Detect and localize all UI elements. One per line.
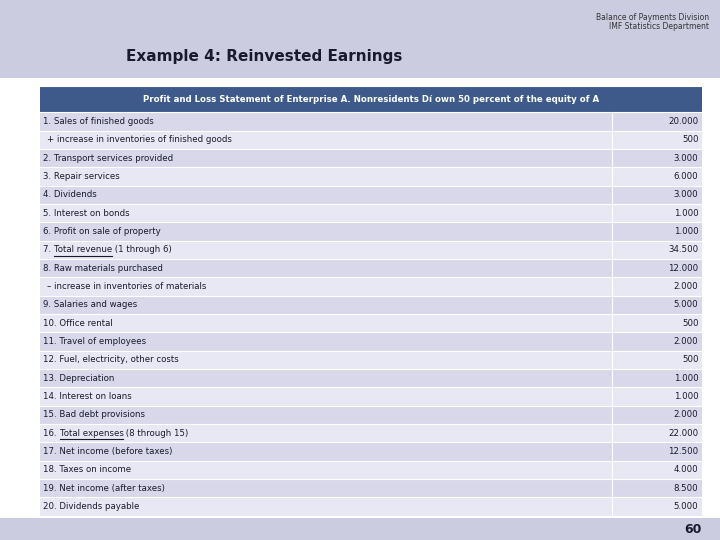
Bar: [59, 30, 91, 49]
Text: 14. Interest on loans: 14. Interest on loans: [43, 392, 132, 401]
Text: 5.000: 5.000: [674, 502, 698, 511]
Text: 3.000: 3.000: [674, 154, 698, 163]
Text: 8.500: 8.500: [674, 484, 698, 492]
Text: 20. Dividends payable: 20. Dividends payable: [43, 502, 140, 511]
Text: 500: 500: [682, 355, 698, 364]
Bar: [89, 39, 108, 55]
Bar: [59, 46, 89, 57]
Bar: [4, 35, 22, 38]
Text: 19. Net income (after taxes): 19. Net income (after taxes): [43, 484, 165, 492]
Bar: [46, 15, 56, 23]
Bar: [28, 2, 40, 19]
Bar: [47, 4, 76, 18]
Text: 12. Fuel, electricity, other costs: 12. Fuel, electricity, other costs: [43, 355, 179, 364]
Bar: [13, 16, 35, 35]
Bar: [6, 12, 34, 32]
Bar: [93, 30, 112, 48]
Text: Total revenue: Total revenue: [54, 245, 112, 254]
Text: + increase in inventories of finished goods: + increase in inventories of finished go…: [47, 136, 232, 144]
Text: 7.: 7.: [43, 245, 54, 254]
Bar: [89, 6, 97, 15]
Bar: [57, 42, 62, 50]
Bar: [59, 4, 66, 19]
Text: 2.000: 2.000: [674, 282, 698, 291]
Text: Total expenses: Total expenses: [60, 429, 123, 438]
Bar: [78, 28, 95, 31]
Text: 11. Travel of employees: 11. Travel of employees: [43, 337, 146, 346]
Text: Balance of Payments Division: Balance of Payments Division: [596, 14, 709, 23]
Bar: [81, 2, 89, 9]
Bar: [30, 10, 55, 24]
Text: 17. Net income (before taxes): 17. Net income (before taxes): [43, 447, 173, 456]
Text: 22.000: 22.000: [668, 429, 698, 438]
Bar: [68, 20, 94, 30]
Text: 3. Repair services: 3. Repair services: [43, 172, 120, 181]
Text: 2.000: 2.000: [674, 410, 698, 420]
Text: – increase in inventories of materials: – increase in inventories of materials: [47, 282, 206, 291]
Text: 9. Salaries and wages: 9. Salaries and wages: [43, 300, 138, 309]
Bar: [71, 30, 81, 47]
Text: 6. Profit on sale of property: 6. Profit on sale of property: [43, 227, 161, 236]
Bar: [42, 40, 62, 52]
Bar: [35, 25, 58, 40]
Text: 16.: 16.: [43, 429, 60, 438]
Text: (8 through 15): (8 through 15): [123, 429, 189, 438]
Text: 12.500: 12.500: [668, 447, 698, 456]
Text: 8. Raw materials purchased: 8. Raw materials purchased: [43, 264, 163, 273]
Bar: [26, 5, 53, 9]
Text: 10. Office rental: 10. Office rental: [43, 319, 113, 328]
Bar: [11, 3, 28, 18]
Bar: [76, 24, 86, 42]
Bar: [83, 36, 106, 52]
Text: 12.000: 12.000: [668, 264, 698, 273]
Bar: [62, 15, 74, 25]
Text: Profit and Loss Statement of Enterprise A. Nonresidents Dí own 50 percent of the: Profit and Loss Statement of Enterprise …: [143, 95, 599, 104]
Text: 4. Dividends: 4. Dividends: [43, 190, 97, 199]
Bar: [7, 43, 35, 46]
Bar: [48, 5, 73, 9]
Text: Example 4: Reinvested Earnings: Example 4: Reinvested Earnings: [126, 49, 402, 64]
Bar: [82, 6, 96, 18]
Text: 4.000: 4.000: [674, 465, 698, 474]
Text: 1.000: 1.000: [674, 227, 698, 236]
Text: IMF Statistics Department: IMF Statistics Department: [609, 22, 709, 31]
Bar: [26, 43, 54, 62]
Bar: [71, 50, 94, 54]
Bar: [53, 0, 75, 6]
Text: 2. Transport services provided: 2. Transport services provided: [43, 154, 174, 163]
Text: 1.000: 1.000: [674, 208, 698, 218]
Bar: [55, 26, 68, 44]
Text: 13. Depreciation: 13. Depreciation: [43, 374, 114, 383]
Bar: [7, 33, 19, 46]
Text: 1.000: 1.000: [674, 374, 698, 383]
Text: 5. Interest on bonds: 5. Interest on bonds: [43, 208, 130, 218]
Text: 1. Sales of finished goods: 1. Sales of finished goods: [43, 117, 154, 126]
Text: 2.000: 2.000: [674, 337, 698, 346]
Text: 60: 60: [685, 523, 702, 536]
Text: 5.000: 5.000: [674, 300, 698, 309]
Bar: [53, 8, 84, 23]
Bar: [49, 46, 63, 55]
Text: 34.500: 34.500: [668, 245, 698, 254]
Bar: [50, 46, 63, 58]
Text: 1.000: 1.000: [674, 392, 698, 401]
Text: 20.000: 20.000: [668, 117, 698, 126]
Text: 500: 500: [682, 136, 698, 144]
Text: (1 through 6): (1 through 6): [112, 245, 172, 254]
Text: 18. Taxes on income: 18. Taxes on income: [43, 465, 131, 474]
Text: 15. Bad debt provisions: 15. Bad debt provisions: [43, 410, 145, 420]
Bar: [66, 11, 85, 15]
Text: 3.000: 3.000: [674, 190, 698, 199]
Text: 6.000: 6.000: [674, 172, 698, 181]
Bar: [42, 0, 52, 11]
Text: 500: 500: [682, 319, 698, 328]
Bar: [26, 34, 41, 41]
Bar: [84, 15, 117, 26]
